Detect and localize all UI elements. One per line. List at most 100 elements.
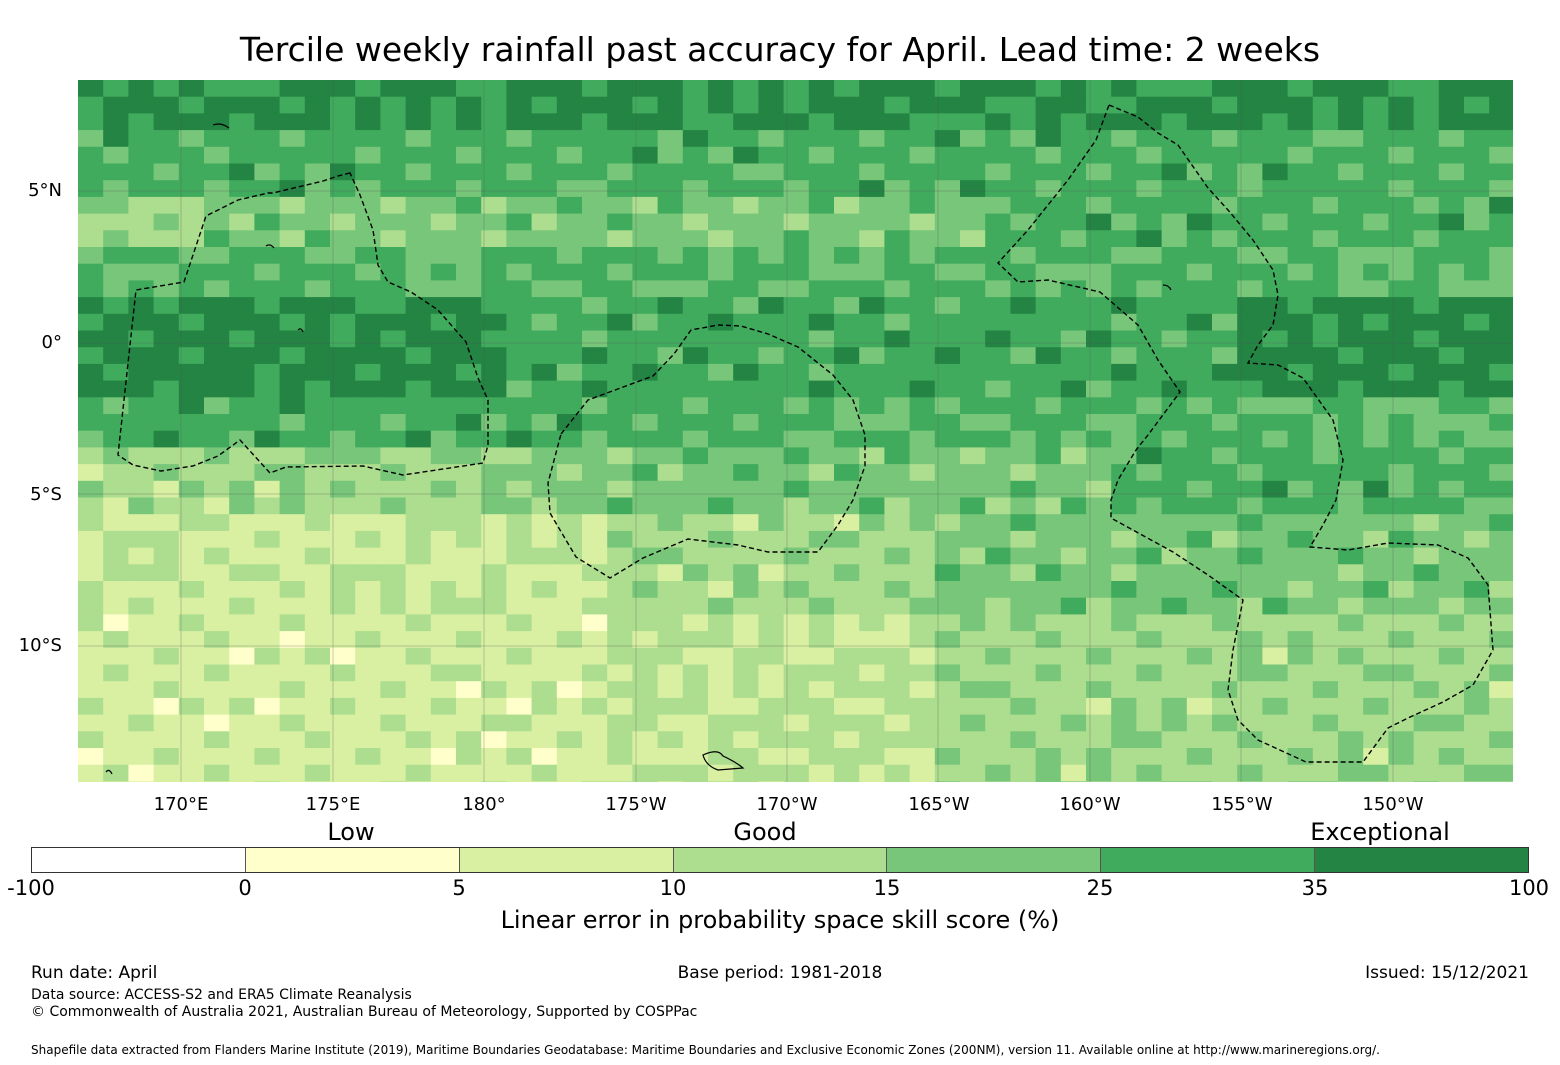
- grid-cell: [632, 363, 659, 382]
- grid-cell: [456, 96, 482, 114]
- grid-cell: [1161, 430, 1188, 448]
- grid-cell: [1010, 297, 1037, 315]
- grid-cell: [783, 213, 810, 231]
- grid-cell: [909, 180, 936, 198]
- grid-cell: [304, 80, 331, 98]
- grid-cell: [607, 80, 633, 98]
- grid-cell: [405, 196, 432, 215]
- grid-cell: [128, 714, 155, 732]
- grid-cell: [582, 397, 608, 415]
- grid-cell: [834, 330, 860, 348]
- grid-cell: [430, 430, 457, 448]
- grid-cell: [834, 414, 860, 432]
- grid-cell: [632, 697, 659, 716]
- grid-cell: [632, 146, 659, 165]
- grid-cell: [960, 146, 986, 165]
- grid-cell: [1111, 363, 1137, 382]
- grid-cell: [380, 80, 407, 98]
- grid-cell: [1035, 681, 1062, 699]
- grid-cell: [1338, 497, 1364, 515]
- grid-cell: [934, 731, 961, 749]
- grid-cell: [481, 380, 507, 398]
- grid-cell: [279, 731, 306, 749]
- grid-cell: [1489, 564, 1513, 582]
- grid-cell: [1111, 764, 1137, 782]
- grid-cell: [531, 530, 558, 549]
- grid-cell: [204, 230, 230, 248]
- grid-cell: [506, 347, 533, 365]
- eez-boundary-tuvalu-kiribati-west: [117, 172, 489, 476]
- grid-cell: [405, 297, 432, 315]
- grid-cell: [1287, 731, 1314, 749]
- grid-cell: [1489, 631, 1513, 649]
- grid-cell: [330, 196, 356, 215]
- grid-cell: [405, 447, 432, 465]
- grid-cell: [1338, 731, 1364, 749]
- grid-cell: [682, 597, 709, 615]
- grid-cell: [632, 614, 659, 632]
- grid-cell: [934, 113, 961, 131]
- grid-cell: [1010, 530, 1037, 549]
- grid-cell: [632, 414, 659, 432]
- grid-cell: [481, 297, 507, 315]
- grid-cell: [355, 230, 381, 248]
- grid-cell: [1287, 213, 1314, 231]
- grid-cell: [103, 764, 129, 782]
- grid-cell: [632, 714, 659, 732]
- grid-cell: [1161, 781, 1188, 782]
- grid-cell: [1363, 280, 1389, 298]
- grid-cell: [1010, 514, 1037, 532]
- grid-cell: [1060, 514, 1087, 532]
- grid-cell: [330, 380, 356, 398]
- grid-cell: [607, 363, 633, 382]
- grid-cell: [1010, 597, 1037, 615]
- colorbar-segment: [245, 848, 460, 872]
- grid-cell: [582, 697, 608, 716]
- grid-cell: [1237, 631, 1263, 649]
- grid-cell: [682, 464, 709, 482]
- grid-cell: [1237, 96, 1263, 114]
- grid-cell: [380, 781, 407, 782]
- grid-cell: [1338, 330, 1364, 348]
- grid-cell: [78, 597, 104, 615]
- grid-cell: [556, 731, 583, 749]
- grid-cell: [758, 530, 785, 549]
- lon-label-155w: 155°W: [1211, 794, 1273, 815]
- grid-cell: [506, 614, 533, 632]
- grid-cell: [1060, 530, 1087, 549]
- grid-cell: [153, 280, 180, 298]
- grid-cell: [1136, 80, 1163, 98]
- grid-cell: [380, 764, 407, 782]
- grid-cell: [884, 146, 911, 165]
- grid-cell: [178, 180, 205, 198]
- grid-cell: [1363, 380, 1389, 398]
- grid-cell: [758, 581, 785, 599]
- grid-cell: [1489, 146, 1513, 165]
- grid-cell: [682, 514, 709, 532]
- grid-cell: [1338, 280, 1364, 298]
- grid-cell: [103, 480, 129, 499]
- grid-cell: [304, 414, 331, 432]
- grid-cell: [632, 731, 659, 749]
- grid-cell: [153, 113, 180, 131]
- grid-cell: [128, 80, 155, 98]
- grid-cell: [405, 280, 432, 298]
- grid-cell: [1186, 263, 1213, 281]
- grid-cell: [1338, 581, 1364, 599]
- grid-cell: [178, 280, 205, 298]
- grid-cell: [1489, 80, 1513, 98]
- grid-cell: [1287, 397, 1314, 415]
- grid-cell: [783, 397, 810, 415]
- grid-cell: [834, 313, 860, 332]
- grid-cell: [859, 597, 885, 615]
- grid-cell: [934, 397, 961, 415]
- grid-cell: [657, 347, 684, 365]
- grid-cell: [859, 347, 885, 365]
- grid-cell: [380, 313, 407, 332]
- grid-cell: [1111, 714, 1137, 732]
- grid-cell: [330, 764, 356, 782]
- grid-cell: [1237, 380, 1263, 398]
- grid-cell: [1262, 113, 1289, 131]
- grid-cell: [405, 130, 432, 148]
- grid-cell: [934, 247, 961, 265]
